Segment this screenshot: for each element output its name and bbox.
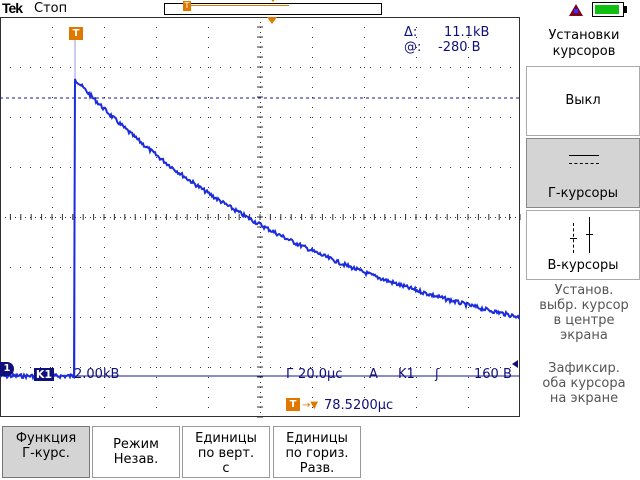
- vertical-cursors-icon: [567, 217, 597, 253]
- trigger-slope-icon: ʃ: [435, 367, 440, 382]
- timebase-readout: Г 20.0μс: [286, 367, 343, 382]
- trigger-center-arrow-icon: [267, 17, 277, 24]
- trigger-position-marker: T: [286, 398, 300, 411]
- record-view-bar: T: [164, 0, 382, 15]
- record-window-indicator: [183, 5, 289, 12]
- at-label: @:: [404, 40, 422, 55]
- hint-fix-cursors: Зафиксир. оба курсора на экране: [542, 361, 626, 406]
- softkey-cursor-function[interactable]: Функция Г-курс.: [2, 426, 90, 478]
- channel1-waveform: [0, 78, 520, 381]
- horizontal-cursors-label: Г-курсоры: [547, 186, 619, 201]
- hint-center-cursor: Установ. выбр. курсор в центре экрана: [539, 283, 629, 343]
- scope-graticule: [0, 17, 521, 418]
- grid: [0, 17, 521, 418]
- side-menu-title: Установки курсоров: [528, 28, 640, 60]
- trigger-status-icon: [569, 4, 583, 16]
- horizontal-cursors-button[interactable]: Г-курсоры: [526, 138, 640, 208]
- softkey-mode[interactable]: Режим Незав.: [92, 426, 180, 478]
- tek-logo: Tek: [2, 0, 23, 16]
- softkey-vertical-units[interactable]: Единицы по верт. с: [182, 426, 270, 478]
- trigger-source: K1: [398, 367, 415, 382]
- delta-label: Δ:: [404, 25, 418, 40]
- delta-value: 11.1kB: [444, 25, 490, 40]
- channel1-scale: 2.00kB: [74, 367, 120, 382]
- cursors-off-label: Выкл: [565, 93, 601, 108]
- vertical-cursors-button[interactable]: В-курсоры: [526, 210, 640, 280]
- trigger-mode: A: [369, 367, 378, 382]
- side-menu-title-line1: Установки: [548, 28, 620, 43]
- trigger-level: 160 B: [474, 367, 512, 382]
- cursors-off-button[interactable]: Выкл: [526, 66, 640, 136]
- vertical-cursors-label: В-курсоры: [547, 258, 619, 273]
- record-center-arrow-icon: [269, 0, 277, 2]
- trigger-position-value: 78.5200μс: [324, 398, 394, 413]
- trigger-position-arrow-icon: →▼: [302, 400, 319, 411]
- softkey-horizontal-units[interactable]: Единицы по гориз. Разв.: [273, 426, 361, 478]
- channel1-ground-marker: 1: [0, 362, 14, 376]
- side-menu-title-line2: курсоров: [552, 44, 616, 59]
- horizontal-cursors-icon: [569, 153, 599, 167]
- channel1-badge: K1: [34, 368, 54, 381]
- run-status: Стоп: [34, 1, 68, 16]
- trigger-marker: T: [69, 27, 83, 40]
- battery-icon: [592, 2, 627, 17]
- at-value: -280 B: [438, 40, 481, 55]
- record-trigger-marker: T: [183, 1, 191, 11]
- trigger-level-arrow-icon: [512, 360, 518, 368]
